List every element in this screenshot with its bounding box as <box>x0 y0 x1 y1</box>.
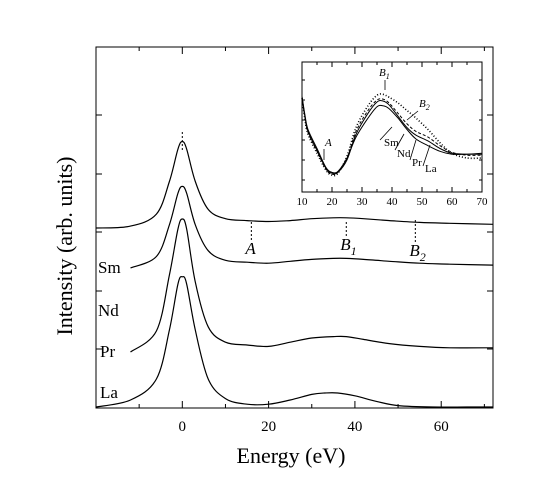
inset-x-tick-label: 10 <box>297 196 309 208</box>
inset-x-tick-label: 20 <box>327 196 339 208</box>
inset-series-line-sm <box>301 96 483 174</box>
main-series-line-la <box>95 276 493 408</box>
inset-series-line-pr <box>301 97 483 175</box>
inset-series-group <box>301 93 483 177</box>
peak-label: B2 <box>409 241 425 264</box>
x-axis-title: Energy (eV) <box>237 443 346 468</box>
x-tick-label: 0 <box>179 419 187 435</box>
series-label-sm: Sm <box>98 258 121 277</box>
peak-label: A <box>244 239 256 258</box>
inset-x-tick-label: 40 <box>387 196 399 208</box>
inset-peak-label-subscript: 2 <box>426 103 430 112</box>
peak-label-subscript: 1 <box>351 244 357 258</box>
inset-label-sm: Sm <box>384 137 399 149</box>
main-annotations: A B1 B2 <box>181 132 426 264</box>
main-series-line-pr <box>130 218 494 353</box>
inset-label-nd: Nd <box>397 148 411 160</box>
inset-x-tick-label: 60 <box>447 196 459 208</box>
series-label-nd: Nd <box>98 301 119 320</box>
inset-label-pr: Pr <box>412 157 422 169</box>
peak-label: B1 <box>340 235 356 258</box>
inset-series-line-la <box>301 93 483 177</box>
main-series-group <box>95 140 494 408</box>
inset-x-tick-label: 70 <box>477 196 489 208</box>
inset-pointer-line <box>422 144 431 167</box>
inset-peak-label: B1 <box>379 67 390 81</box>
series-label-la: La <box>100 383 118 402</box>
inset-annotations: A B1 B2 <box>323 67 431 167</box>
y-axis-title: Intensity (arb. units) <box>52 156 77 335</box>
inset-x-tick-label: 30 <box>357 196 369 208</box>
inset-x-tick-label: 50 <box>417 196 429 208</box>
inset-plot: 10 20 30 40 50 60 70 A B1 B2 Sm Nd Pr La <box>297 61 489 208</box>
inset-pointer-line <box>379 126 393 141</box>
peak-label-subscript: 2 <box>420 250 426 264</box>
inset-pointer-line <box>394 133 405 151</box>
x-tick-label: 20 <box>261 419 276 435</box>
x-tick-label: 40 <box>347 419 362 435</box>
inset-peak-label: A <box>324 137 332 149</box>
series-label-pr: Pr <box>100 342 115 361</box>
inset-peak-label: B2 <box>419 98 430 112</box>
x-tick-label: 60 <box>434 419 449 435</box>
main-axis-ticks: 0 20 40 60 <box>96 47 493 435</box>
inset-peak-label-subscript: 1 <box>386 72 390 81</box>
main-series-line-nd <box>130 185 494 269</box>
inset-axis-ticks: 10 20 30 40 50 60 70 <box>297 62 489 208</box>
inset-label-la: La <box>425 163 437 175</box>
inset-pointer-line <box>409 139 417 161</box>
main-series-line-sm <box>95 140 494 229</box>
inset-pointer-line <box>406 110 419 121</box>
